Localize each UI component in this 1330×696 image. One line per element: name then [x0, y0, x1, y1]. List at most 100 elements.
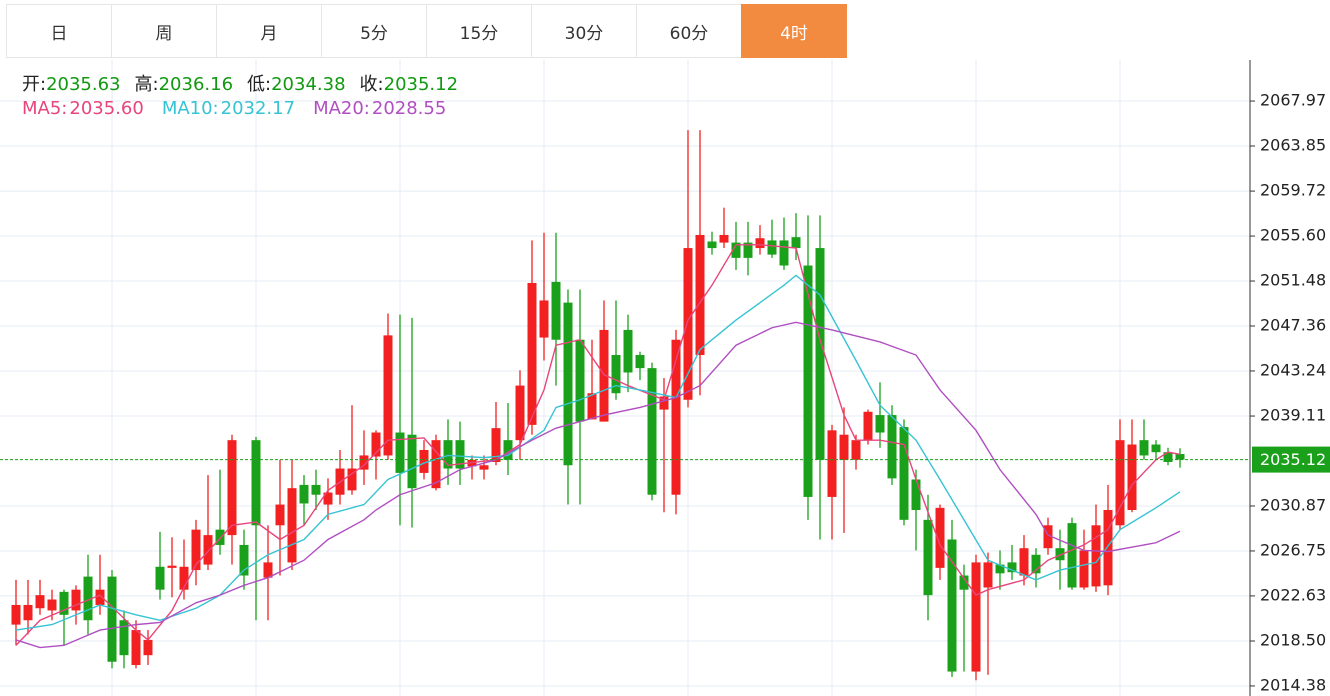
- candle-body: [551, 281, 561, 340]
- candle-body: [707, 241, 717, 249]
- y-tick-label: 2043.24: [1260, 360, 1326, 379]
- candles: [11, 130, 1185, 681]
- candle-body: [827, 430, 837, 497]
- ma-line: [15, 244, 1181, 646]
- candle-body: [59, 591, 69, 615]
- candle-body: [1007, 562, 1017, 573]
- candle-body: [1115, 440, 1125, 526]
- candle-body: [419, 449, 429, 473]
- candle-body: [1067, 523, 1077, 588]
- candle-body: [815, 248, 825, 460]
- candle-body: [1127, 444, 1137, 511]
- legend-label: 低:: [247, 74, 272, 95]
- ohlc-legend: 开:2035.63 高:2036.16 低:2034.38 收:2035.12: [22, 70, 472, 96]
- candle-body: [779, 240, 789, 266]
- candle-body: [407, 434, 417, 489]
- candle-body: [587, 393, 597, 420]
- ma-legend: MA5: 2035.60 MA10: 2032.17 MA20: 2028.55: [22, 98, 464, 119]
- ma-legend-value: 2032.17: [220, 98, 296, 119]
- candle-body: [263, 562, 273, 578]
- candle-body: [803, 265, 813, 497]
- period-tab[interactable]: 15分: [426, 4, 531, 58]
- period-tab[interactable]: 60分: [636, 4, 741, 58]
- candle-body: [1091, 525, 1101, 587]
- period-tab[interactable]: 4时: [741, 4, 847, 58]
- candle-body: [239, 544, 249, 576]
- legend-label: 高:: [134, 74, 159, 95]
- candle-body: [479, 465, 489, 470]
- legend-value: 2035.63: [46, 74, 121, 95]
- candle-body: [971, 562, 981, 672]
- candle-body: [947, 539, 957, 672]
- y-tick-label: 2063.85: [1260, 136, 1326, 155]
- y-tick-label: 2039.11: [1260, 406, 1326, 425]
- y-tick-label: 2018.50: [1260, 630, 1326, 649]
- candle-body: [1103, 510, 1113, 586]
- candle-body: [203, 535, 213, 565]
- y-tick-label: 2030.87: [1260, 495, 1326, 514]
- candle-body: [491, 428, 501, 462]
- candle-body: [839, 434, 849, 460]
- candle-body: [599, 329, 609, 422]
- candle-body: [527, 282, 537, 425]
- y-tick-label: 2047.36: [1260, 315, 1326, 334]
- candle-body: [875, 415, 885, 433]
- last-price-label: 2035.12: [1260, 450, 1326, 469]
- candle-body: [887, 415, 897, 479]
- candle-body: [131, 630, 141, 666]
- candle-body: [743, 242, 753, 258]
- candle-body: [959, 575, 969, 590]
- candle-body: [119, 620, 129, 656]
- ma-line: [15, 274, 1181, 631]
- candle-body: [251, 440, 261, 526]
- candle-body: [863, 411, 873, 441]
- period-tab[interactable]: 日: [6, 4, 111, 58]
- candle-body: [851, 440, 861, 460]
- candle-body: [755, 238, 765, 249]
- legend-label: 开:: [22, 74, 47, 95]
- candle-body: [515, 385, 525, 441]
- period-tab[interactable]: 月: [216, 4, 321, 58]
- candle-body: [371, 432, 381, 457]
- y-tick-label: 2014.38: [1260, 675, 1326, 694]
- candle-body: [395, 432, 405, 473]
- last-price-box: [1252, 446, 1330, 473]
- candle-body: [1151, 444, 1161, 453]
- candle-body: [215, 529, 225, 545]
- legend-label: 收:: [359, 74, 384, 95]
- candle-body: [695, 234, 705, 356]
- candle-body: [431, 440, 441, 489]
- candle-body: [323, 492, 333, 505]
- candle-body: [935, 507, 945, 568]
- candle-body: [1175, 454, 1185, 460]
- candle-body: [767, 240, 777, 255]
- y-tick-label: 2055.60: [1260, 226, 1326, 245]
- candle-body: [299, 484, 309, 504]
- legend-value: 2035.12: [383, 74, 459, 95]
- y-tick-label: 2059.72: [1260, 181, 1326, 200]
- period-tab[interactable]: 30分: [531, 4, 636, 58]
- candle-body: [731, 242, 741, 258]
- candle-body: [983, 562, 993, 588]
- candle-body: [647, 368, 657, 495]
- period-tab[interactable]: 5分: [321, 4, 426, 58]
- candle-body: [179, 566, 189, 590]
- candle-body: [347, 468, 357, 491]
- candle-body: [635, 355, 645, 369]
- candle-body: [227, 440, 237, 536]
- candle-body: [47, 599, 57, 611]
- candle-body: [455, 440, 465, 469]
- grid: [0, 60, 1250, 696]
- candle-body: [71, 589, 81, 611]
- candle-body: [683, 248, 693, 400]
- ma-legend-value: 2028.55: [371, 98, 447, 119]
- candle-body: [167, 565, 177, 568]
- y-tick-label: 2022.63: [1260, 585, 1326, 604]
- period-tab[interactable]: 周: [111, 4, 216, 58]
- candle-body: [311, 484, 321, 495]
- candle-body: [575, 339, 585, 422]
- candle-body: [1043, 525, 1053, 549]
- candle-body: [1163, 452, 1173, 462]
